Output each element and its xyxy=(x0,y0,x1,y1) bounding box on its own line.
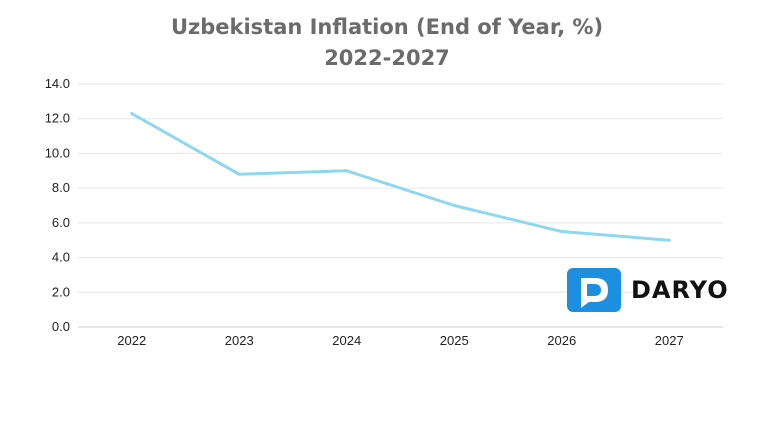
data-point xyxy=(237,172,241,176)
x-tick-label: 2023 xyxy=(225,333,254,348)
series-line xyxy=(130,112,671,242)
chart-title: Uzbekistan Inflation (End of Year, %) xyxy=(170,15,604,39)
data-point xyxy=(560,230,564,234)
x-tick-label: 2025 xyxy=(440,333,469,348)
series-layer xyxy=(130,112,671,242)
chart-subtitle: 2022-2027 xyxy=(324,46,450,70)
x-tick-label: 2027 xyxy=(655,333,684,348)
gridlines xyxy=(78,83,723,328)
x-axis-ticks: 2022 2023 2024 2025 2026 2027 xyxy=(117,333,683,348)
y-tick-label: 14.0 xyxy=(45,76,70,91)
logo-text: DARYO xyxy=(631,276,729,304)
y-tick-label: 2.0 xyxy=(52,284,70,299)
y-tick-label: 0.0 xyxy=(52,319,70,334)
y-tick-label: 4.0 xyxy=(52,250,70,265)
x-tick-label: 2026 xyxy=(547,333,576,348)
y-tick-label: 8.0 xyxy=(52,180,70,195)
data-point xyxy=(345,169,349,173)
daryo-logo: DARYO xyxy=(567,268,729,312)
speech-bubble-d-icon xyxy=(567,268,621,312)
y-tick-label: 12.0 xyxy=(45,111,70,126)
y-tick-label: 10.0 xyxy=(45,145,70,160)
x-tick-label: 2024 xyxy=(332,333,361,348)
x-tick-label: 2022 xyxy=(117,333,146,348)
y-tick-label: 6.0 xyxy=(52,215,70,230)
y-axis-ticks: 0.0 2.0 4.0 6.0 8.0 10.0 12.0 14.0 xyxy=(45,76,70,334)
data-point xyxy=(667,238,671,242)
data-point xyxy=(452,204,456,207)
data-point xyxy=(130,112,134,116)
